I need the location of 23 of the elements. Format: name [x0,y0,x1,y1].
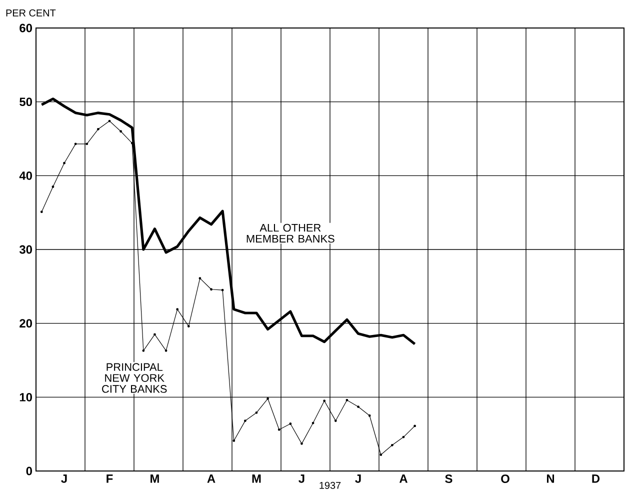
x-tick-label: F [106,474,113,483]
y-tick-label: 0 [26,466,32,476]
y-axis-title: PER CENT [6,9,56,16]
x-tick-label: D [592,474,600,483]
x-axis-title: 1937 [320,482,341,489]
y-tick-label: 20 [20,319,32,328]
y-tick-label: 30 [19,245,32,254]
x-tick-label: J [298,474,304,483]
x-tick-label: J [355,474,361,483]
x-tick-label: M [150,474,159,483]
y-tick-label: 60 [20,24,32,32]
y-tick-label: 10 [20,392,32,402]
x-tick-label: A [207,474,216,483]
x-tick-label: O [501,474,510,483]
x-tick-label: S [445,474,452,483]
series-label: ALL OTHER MEMBER BANKS [246,224,334,243]
x-tick-label: J [61,474,67,483]
y-tick-label: 40 [19,171,32,180]
x-tick-label: M [252,474,261,483]
x-tick-label: A [399,474,408,483]
x-tick-label: N [546,474,554,483]
y-tick-label: 50 [20,98,32,106]
series-label: PRINCIPAL NEW YORK CITY BANKS [102,363,167,393]
